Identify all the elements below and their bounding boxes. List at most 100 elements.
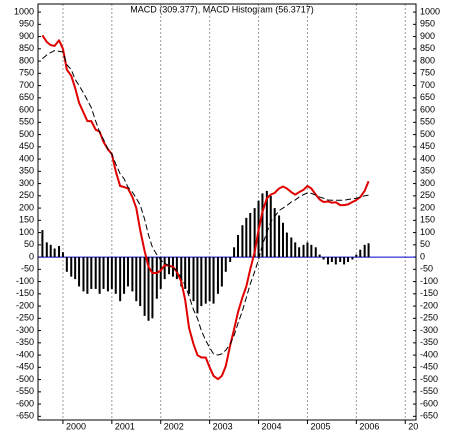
y-tick-label: 700 (19, 80, 34, 90)
y2-tick-label: -400 (420, 349, 438, 359)
histogram-bar (106, 257, 109, 292)
histogram-bar (58, 246, 61, 258)
histogram-bar (192, 257, 195, 302)
y2-tick-label: -500 (420, 374, 438, 384)
histogram-bar (249, 212, 252, 258)
histogram-bar (94, 257, 97, 289)
x-tick-label: 2004 (262, 421, 282, 431)
histogram-bar (159, 257, 162, 289)
y-tick-label: 750 (19, 68, 34, 78)
y-tick-label: 550 (19, 117, 34, 127)
histogram-bar (41, 230, 44, 258)
y-tick-label: 200 (19, 202, 34, 212)
histogram-bar (123, 257, 126, 294)
histogram-bar (318, 254, 321, 258)
histogram-bar (322, 257, 325, 260)
histogram-bar (61, 252, 64, 258)
y-tick-label: 1000 (14, 6, 34, 16)
y-tick-label: 0 (29, 251, 34, 261)
histogram-bar (216, 257, 219, 294)
y2-tick-label: -600 (420, 398, 438, 408)
histogram-bar (196, 257, 199, 314)
y-tick-label: -450 (16, 362, 34, 372)
histogram-bar (151, 257, 154, 319)
y-tick-label: 400 (19, 153, 34, 163)
histogram-bar (294, 242, 297, 258)
y-tick-label: 600 (19, 104, 34, 114)
histogram-bar (155, 257, 158, 299)
y2-tick-label: -50 (420, 264, 433, 274)
histogram-bar (45, 242, 48, 258)
histogram-bar (143, 257, 146, 316)
signal-line (42, 50, 369, 356)
y-tick-label: -550 (16, 386, 34, 396)
y2-tick-label: -200 (420, 300, 438, 310)
histogram-bar (290, 237, 293, 258)
y-tick-label: -150 (16, 288, 34, 298)
histogram-bar (314, 247, 317, 258)
y-tick-label: 50 (24, 239, 34, 249)
histogram-bar (126, 257, 129, 287)
histogram-bar (281, 222, 284, 258)
histogram-bar (298, 247, 301, 258)
histogram-bar (220, 257, 223, 287)
histogram-bar (285, 232, 288, 258)
y2-tick-label: 250 (420, 190, 435, 200)
y2-tick-label: -650 (420, 411, 438, 421)
y-tick-label: 150 (19, 215, 34, 225)
y-tick-label: 850 (19, 43, 34, 53)
histogram-bar (78, 257, 81, 287)
y2-tick-label: 800 (420, 55, 435, 65)
y-tick-label: -200 (16, 300, 34, 310)
histogram-bar (363, 244, 366, 258)
y-tick-label: 350 (19, 166, 34, 176)
histogram-bar (139, 257, 142, 307)
histogram-bar (306, 242, 309, 258)
histogram-bar (163, 257, 166, 280)
histogram-bar (212, 257, 215, 304)
y-tick-label: -500 (16, 374, 34, 384)
macd-line (41, 34, 370, 381)
x-tick-label: 2003 (213, 421, 233, 431)
histogram-bar (82, 257, 85, 292)
y-tick-label: -300 (16, 325, 34, 335)
histogram-bar (367, 243, 370, 258)
x-tick-label: 2006 (359, 421, 379, 431)
x-labels: 2000 2001 2002 2003 2004 2005 2006 2007 (66, 421, 418, 431)
histogram-bar (355, 254, 358, 258)
histogram-bar (237, 235, 240, 258)
y2-tick-label: 650 (420, 92, 435, 102)
y2-tick-label: 550 (420, 117, 435, 127)
y2-tick-label: 350 (420, 166, 435, 176)
x-tick-label: 2002 (164, 421, 184, 431)
y-tick-label: 950 (19, 19, 34, 29)
histogram-bar (204, 257, 207, 304)
histogram-bar (131, 257, 134, 292)
y2-tick-label: 100 (420, 227, 435, 237)
y2-tick-label: -550 (420, 386, 438, 396)
y2-tick-label: 850 (420, 43, 435, 53)
histogram-bar (175, 257, 178, 280)
y2-tick-label: 0 (420, 251, 425, 261)
y-tick-label: 900 (19, 31, 34, 41)
histogram-bar (330, 257, 333, 262)
y-tick-label: -100 (16, 276, 34, 286)
x-tick-label: 2005 (310, 421, 330, 431)
histogram-bar (135, 257, 138, 302)
histogram-bar (184, 257, 187, 289)
y-tick-label: -600 (16, 398, 34, 408)
y-tick-label: 100 (19, 227, 34, 237)
y-tick-label: -650 (16, 411, 34, 421)
histogram-bar (343, 257, 346, 265)
y-tick-label: 500 (19, 129, 34, 139)
histogram-bar (102, 257, 105, 289)
histogram-bar (224, 257, 227, 272)
x-tick-label: 2001 (115, 421, 135, 431)
histogram-bar (119, 257, 122, 302)
histogram-bar (208, 257, 211, 302)
histogram-bar (339, 257, 342, 262)
histogram-bar (241, 225, 244, 258)
y2-tick-label: 600 (420, 104, 435, 114)
y-tick-label: 450 (19, 141, 34, 151)
